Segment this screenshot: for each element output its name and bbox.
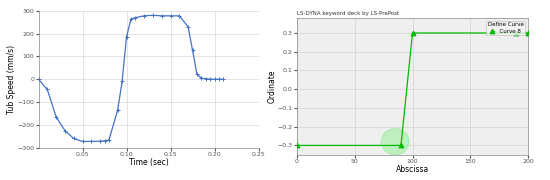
- Y-axis label: Ordinate: Ordinate: [267, 70, 276, 103]
- Y-axis label: Tub Speed (mm/s): Tub Speed (mm/s): [7, 45, 16, 114]
- Text: LS-DYNA keyword deck by LS-PrePost: LS-DYNA keyword deck by LS-PrePost: [297, 11, 399, 16]
- X-axis label: Time (sec): Time (sec): [129, 158, 168, 167]
-   Curve 8: [294, 144, 300, 147]
- Ellipse shape: [381, 129, 409, 155]
- X-axis label: Abscissa: Abscissa: [396, 165, 429, 174]
-   Curve 8: [513, 32, 520, 34]
-   Curve 8: [409, 32, 416, 34]
- Line:   Curve 8: Curve 8: [295, 31, 530, 148]
- Legend:   Curve 8: Curve 8: [486, 21, 525, 35]
-   Curve 8: [525, 32, 531, 34]
-   Curve 8: [398, 144, 404, 147]
